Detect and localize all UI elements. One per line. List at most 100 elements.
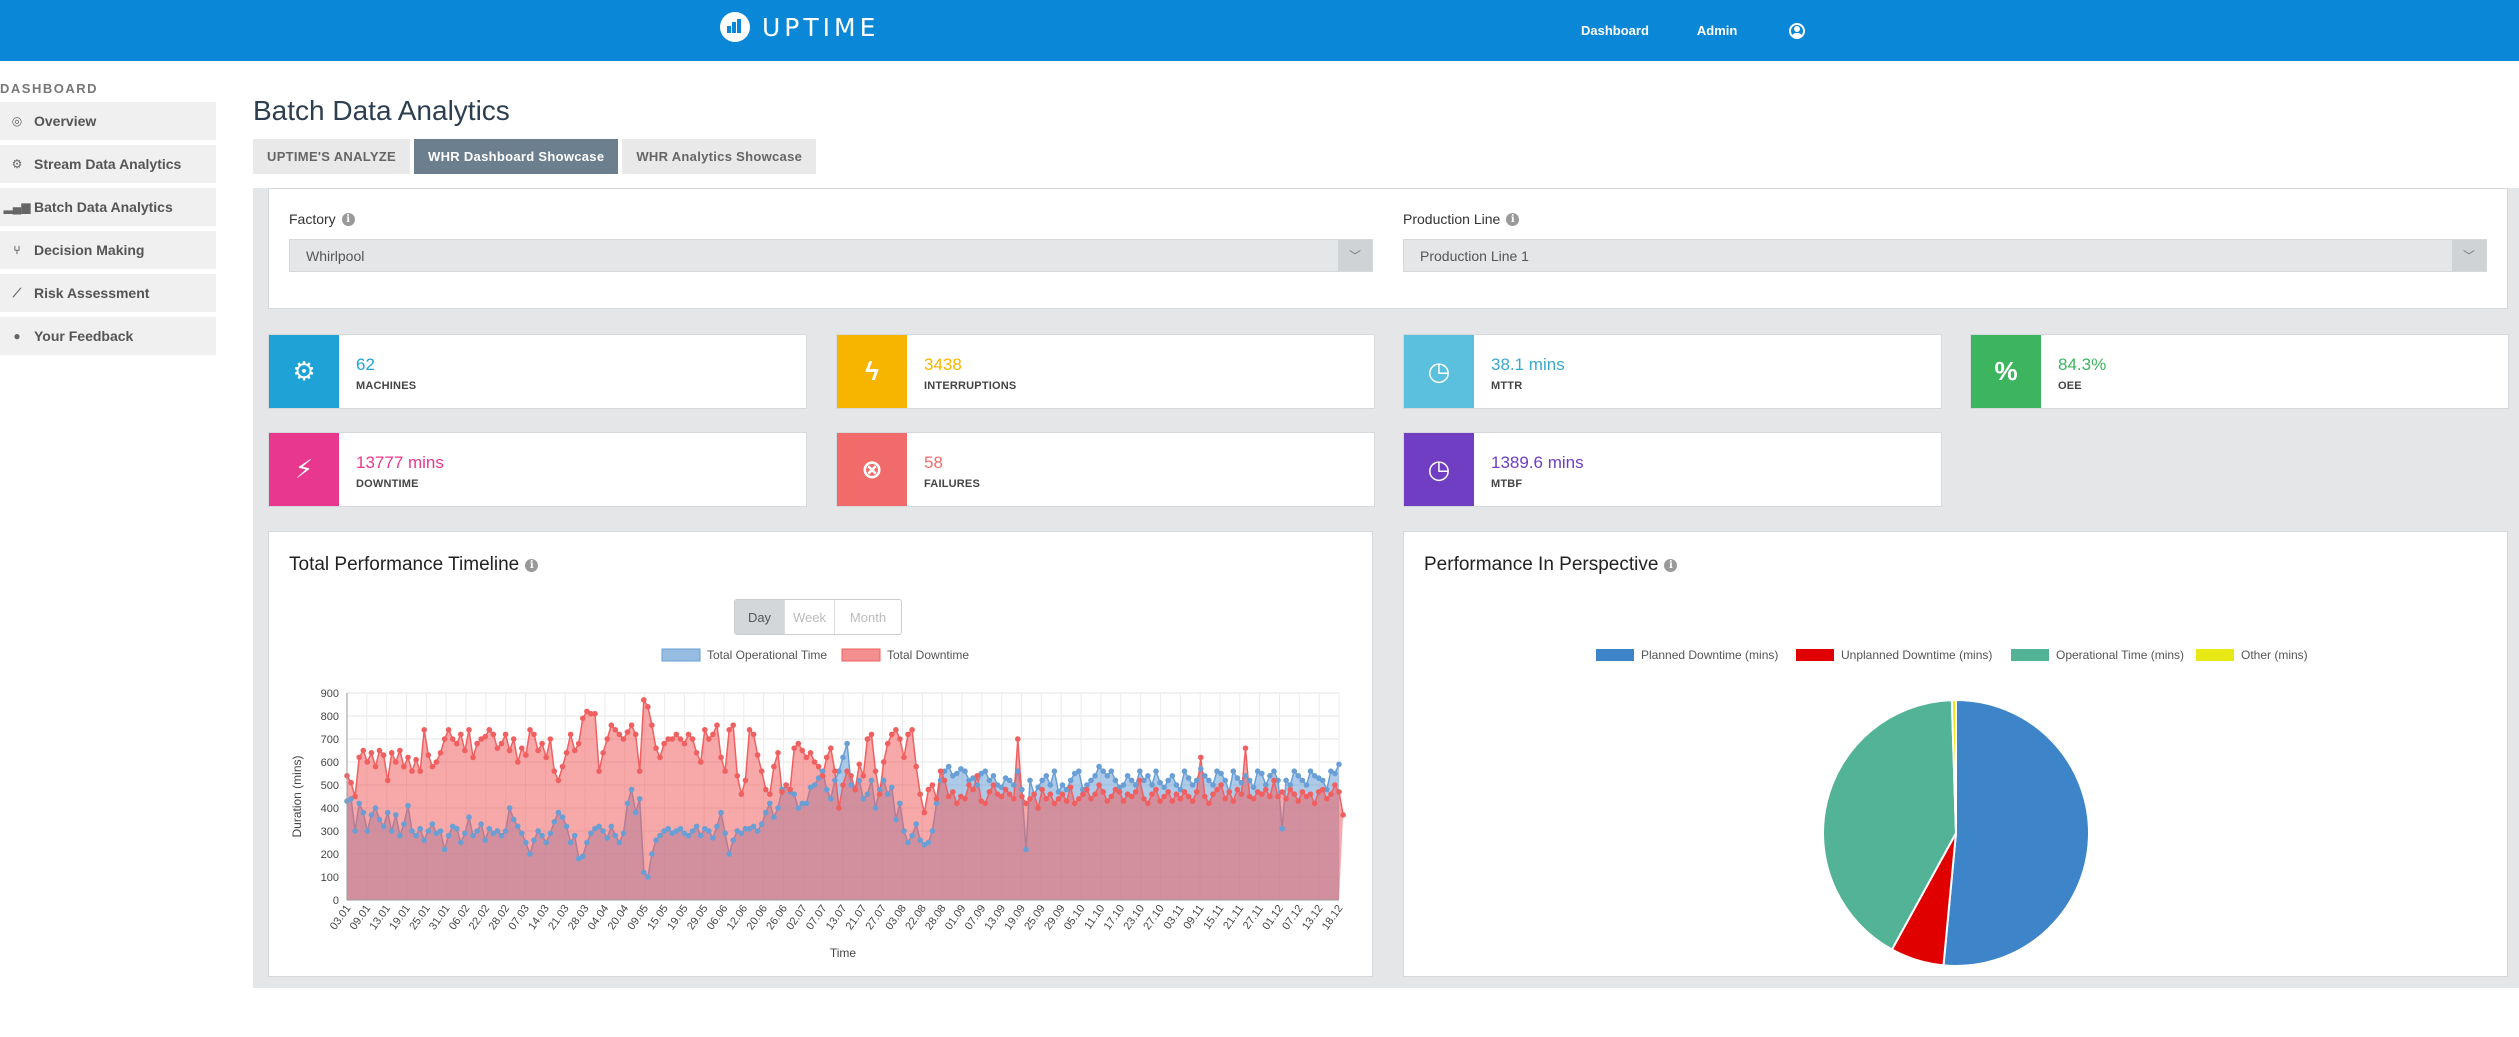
data-point [1047, 782, 1054, 788]
data-point [722, 768, 728, 774]
data-point [543, 754, 549, 761]
sidebar-item-batch-data-analytics[interactable]: ▂▄▆ Batch Data Analytics [0, 188, 216, 226]
legend-label: Planned Downtime (mins) [1641, 648, 1778, 662]
data-point [1185, 775, 1192, 781]
data-point [401, 821, 407, 827]
nav-admin-link[interactable]: Admin [1696, 23, 1738, 38]
data-point [498, 832, 505, 839]
info-icon[interactable]: i [1664, 558, 1678, 572]
data-point [917, 791, 923, 797]
data-point [1250, 784, 1257, 791]
tab-whr-analytics-showcase[interactable]: WHR Analytics Showcase [622, 139, 817, 174]
data-point [966, 777, 972, 784]
data-point [494, 745, 501, 751]
data-point [368, 750, 375, 756]
x-circle-icon: ⊗ [837, 433, 907, 506]
data-point [828, 745, 834, 751]
sidebar-item-overview[interactable]: ◎ Overview [0, 102, 216, 140]
data-point [1063, 786, 1070, 793]
data-point [693, 750, 700, 756]
data-point [889, 784, 895, 791]
chevron-down-icon[interactable]: ﹀ [2452, 240, 2486, 271]
data-point [1218, 782, 1224, 788]
data-point [1254, 768, 1261, 774]
data-point [941, 777, 948, 784]
y-tick-label: 100 [321, 872, 339, 884]
sidebar-item-stream-data-analytics[interactable]: ⚙ Stream Data Analytics [0, 145, 216, 183]
legend-swatch [1796, 649, 1834, 661]
data-point [571, 832, 578, 839]
data-point [1153, 786, 1159, 793]
data-point [803, 800, 810, 807]
data-point [884, 740, 891, 747]
data-point [1218, 770, 1224, 777]
filter-panel: Factory i Whirlpool ﹀ Production Line i … [268, 188, 2508, 309]
data-point [409, 828, 415, 834]
sidebar-item-your-feedback[interactable]: ● Your Feedback [0, 317, 216, 355]
data-point [1120, 798, 1127, 804]
data-point [393, 812, 399, 818]
data-point [417, 825, 423, 832]
sidebar-item-decision-making[interactable]: ⑂ Decision Making [0, 231, 216, 269]
data-point [1096, 763, 1102, 770]
data-point [604, 835, 610, 841]
sidebar-item-label: Risk Assessment [34, 285, 150, 301]
data-point [1035, 805, 1041, 811]
data-point [567, 731, 574, 738]
data-point [624, 800, 631, 807]
data-point [673, 828, 680, 834]
sidebar-item-label: Your Feedback [34, 328, 134, 344]
data-point [596, 768, 602, 774]
user-account-icon[interactable] [1789, 22, 1806, 39]
brand-logo[interactable]: UPTIME [720, 12, 879, 42]
tab-whr-dashboard-showcase[interactable]: WHR Dashboard Showcase [414, 139, 619, 174]
x-tick-label: 05.10 [1062, 903, 1088, 932]
info-icon[interactable]: i [1506, 212, 1520, 226]
data-point [876, 791, 883, 797]
production-line-select[interactable]: Production Line 1 ﹀ [1403, 239, 2487, 272]
data-point [1202, 793, 1208, 800]
data-point [994, 791, 1001, 797]
info-icon[interactable]: i [341, 212, 355, 226]
data-point [791, 745, 797, 751]
data-point [884, 791, 891, 797]
data-point [466, 727, 472, 733]
data-point [1006, 791, 1013, 797]
data-point [596, 823, 602, 830]
data-point [1084, 786, 1090, 793]
data-point [685, 832, 692, 839]
percent-icon: % [1971, 335, 2041, 408]
data-point [1267, 793, 1273, 800]
data-point [657, 754, 663, 761]
sidebar-item-risk-assessment[interactable]: ⟋ Risk Assessment [0, 274, 216, 312]
data-point [535, 828, 541, 834]
data-point [706, 736, 712, 742]
stat-label: INTERRUPTIONS [924, 380, 1017, 392]
tab-uptimes-analyze[interactable]: UPTIME'S ANALYZE [253, 139, 410, 174]
data-point [758, 768, 765, 774]
data-point [527, 727, 533, 733]
data-point [933, 796, 940, 802]
data-point [580, 853, 586, 860]
data-point [628, 722, 635, 728]
data-point [474, 828, 480, 834]
info-icon[interactable]: i [525, 558, 539, 572]
data-point [539, 832, 545, 839]
bolt-icon: ϟ [837, 335, 907, 408]
data-point [893, 727, 899, 733]
data-point [1287, 782, 1293, 788]
data-point [1132, 789, 1139, 795]
nav-dashboard-link[interactable]: Dashboard [1581, 23, 1649, 38]
factory-select[interactable]: Whirlpool ﹀ [289, 239, 1373, 272]
chevron-down-icon[interactable]: ﹀ [1338, 240, 1372, 271]
week-button[interactable]: Week [785, 600, 835, 634]
y-tick-label: 400 [321, 803, 339, 815]
data-point [1067, 777, 1074, 784]
data-point [1169, 798, 1176, 804]
data-point [388, 828, 395, 834]
day-button[interactable]: Day [735, 600, 785, 634]
data-point [1019, 786, 1025, 793]
data-point [746, 727, 753, 733]
month-button[interactable]: Month [849, 609, 887, 625]
data-point [462, 747, 468, 754]
